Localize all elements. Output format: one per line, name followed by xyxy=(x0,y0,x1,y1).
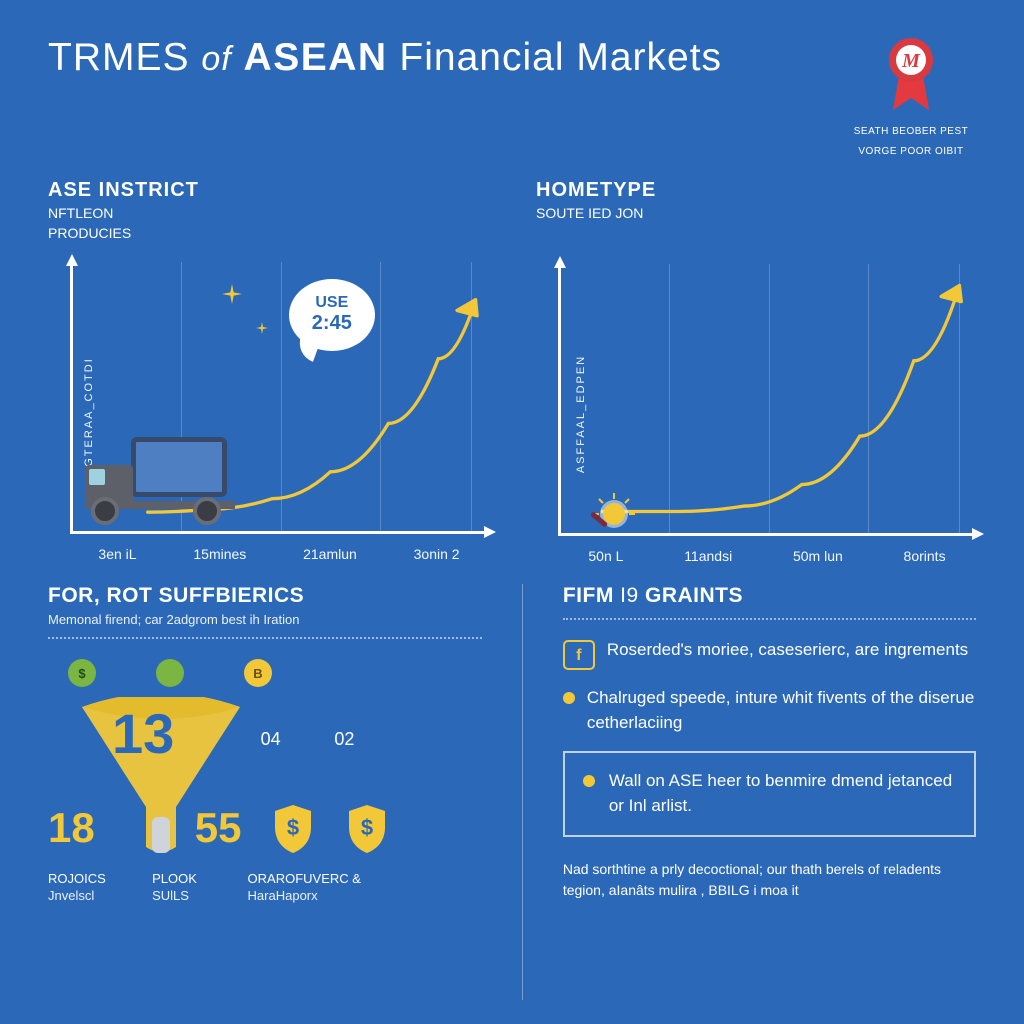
num-55: 55 xyxy=(195,804,242,852)
num-18: 18 xyxy=(48,804,95,852)
chart-left-sub2: PRODUCIES xyxy=(48,224,488,242)
bullet-text: Chalruged speede, inture whit fivents of… xyxy=(587,686,976,735)
dot-badge: $ xyxy=(68,659,96,687)
chart-right-panel: HOMETYPE SOUTE IED JON ASFFAAL_EDPEN xyxy=(536,179,976,564)
bottom-label: ORAROFUVERC &HaraHaporx xyxy=(248,871,482,905)
xtick: 3onin 2 xyxy=(414,546,460,562)
callout-dot xyxy=(583,775,595,787)
chart-right-area: ASFFAAL_EDPEN xyxy=(536,264,976,564)
bottom-label: ROJOICSJnvelscl xyxy=(48,871,152,905)
bottom-numbers-row: 18 55 $ $ xyxy=(48,803,389,853)
bullet-item: Chalruged speede, inture whit fivents of… xyxy=(563,686,976,735)
chart-left-area: GTERAA_COTDI USE 2:45 xyxy=(48,262,488,562)
svg-text:$: $ xyxy=(287,815,299,840)
br-title: FIFM I9 GRAINTS xyxy=(563,584,976,608)
bubble-line1: USE xyxy=(315,294,348,312)
xtick: 15mines xyxy=(193,546,246,562)
title-part-1: TRMES xyxy=(48,36,190,79)
badge-caption-2: VORGE POOR OIBIT xyxy=(846,145,976,159)
big-number-13: 13 xyxy=(112,701,174,766)
chart-left-title: ASE INSTRICT xyxy=(48,179,488,202)
ribbon-icon: M xyxy=(883,36,939,114)
bullets-list: f Roserded's moriee, caseserierc, are ing… xyxy=(563,638,976,735)
title-rest1: Financial xyxy=(399,36,564,79)
bl-subtitle: Memonal firend; car 2adgrom best ih Irat… xyxy=(48,612,482,627)
funnel-area: 13 0402 18 55 $ $ ROJOICSJnvelsclPLOOKSU… xyxy=(48,693,482,893)
sparkle-icon xyxy=(256,322,268,334)
xtick: 3en iL xyxy=(98,546,136,562)
small-number: 04 xyxy=(261,729,281,750)
bl-title: FOR, ROT SUFFBIERICS xyxy=(48,584,482,608)
title-bold: ASEAN xyxy=(244,36,388,79)
vertical-divider xyxy=(522,584,523,1000)
shield-icon-2: $ xyxy=(345,803,389,853)
bottom-right-panel: FIFM I9 GRAINTS f Roserded's moriee, case… xyxy=(563,584,976,1000)
page-title: TRMES of ASEAN Financial Markets xyxy=(48,36,722,80)
xtick: 21amlun xyxy=(303,546,357,562)
shield-icon-1: $ xyxy=(271,803,315,853)
dot-badges-row: $B xyxy=(68,659,482,687)
xtick: 50m lun xyxy=(793,548,843,564)
divider-dotted xyxy=(48,637,482,639)
bullet-text: Roserded's moriee, caseserierc, are ingr… xyxy=(607,638,968,663)
bullet-dot-icon xyxy=(563,692,575,704)
xtick: 11andsi xyxy=(684,548,732,564)
bottom-label: PLOOKSUlLS xyxy=(152,871,247,905)
truck-icon xyxy=(85,437,235,525)
bullet-item: f Roserded's moriee, caseserierc, are ing… xyxy=(563,638,976,670)
bottom-left-panel: FOR, ROT SUFFBIERICS Memonal firend; car… xyxy=(48,584,482,1000)
chart-left-xticks: 3en iL 15mines 21amlun 3onin 2 xyxy=(70,546,488,562)
bottom-labels: ROJOICSJnvelsclPLOOKSUlLSORAROFUVERC &Ha… xyxy=(48,871,482,905)
divider-dotted-2 xyxy=(563,618,976,620)
chart-left-panel: ASE INSTRICT NFTLEON PRODUCIES GTERAA_CO… xyxy=(48,179,488,564)
dot-badge: B xyxy=(244,659,272,687)
footnote: Nad sorthtine a prly decoctional; our th… xyxy=(563,859,976,901)
chart-right-sub1: SOUTE IED JON xyxy=(536,204,976,222)
callout-text: Wall on ASE heer to benmire dmend jetanc… xyxy=(609,769,956,818)
svg-text:M: M xyxy=(901,50,921,72)
speech-bubble: USE 2:45 xyxy=(289,279,375,351)
svg-text:$: $ xyxy=(361,815,373,840)
callout-box: Wall on ASE heer to benmire dmend jetanc… xyxy=(563,751,976,836)
chart-right-xticks: 50n L 11andsi 50m lun 8orints xyxy=(558,548,976,564)
xtick: 50n L xyxy=(588,548,623,564)
title-rest2: Markets xyxy=(576,36,722,79)
dot-badge xyxy=(156,659,184,687)
award-badge: M SEATH BEOBER PEST VORGE POOR OIBIT xyxy=(846,36,976,159)
magnifier-coin-icon xyxy=(603,503,625,525)
chart-left-sub1: NFTLEON xyxy=(48,204,488,222)
title-of: of xyxy=(201,40,231,78)
bullet-box-icon: f xyxy=(563,640,595,670)
badge-caption-1: SEATH BEOBER PEST xyxy=(846,125,976,139)
sparkle-icon xyxy=(222,284,242,304)
chart-right-title: HOMETYPE xyxy=(536,179,976,202)
small-number: 02 xyxy=(334,729,354,750)
bubble-line2: 2:45 xyxy=(312,312,352,335)
xtick: 8orints xyxy=(904,548,946,564)
